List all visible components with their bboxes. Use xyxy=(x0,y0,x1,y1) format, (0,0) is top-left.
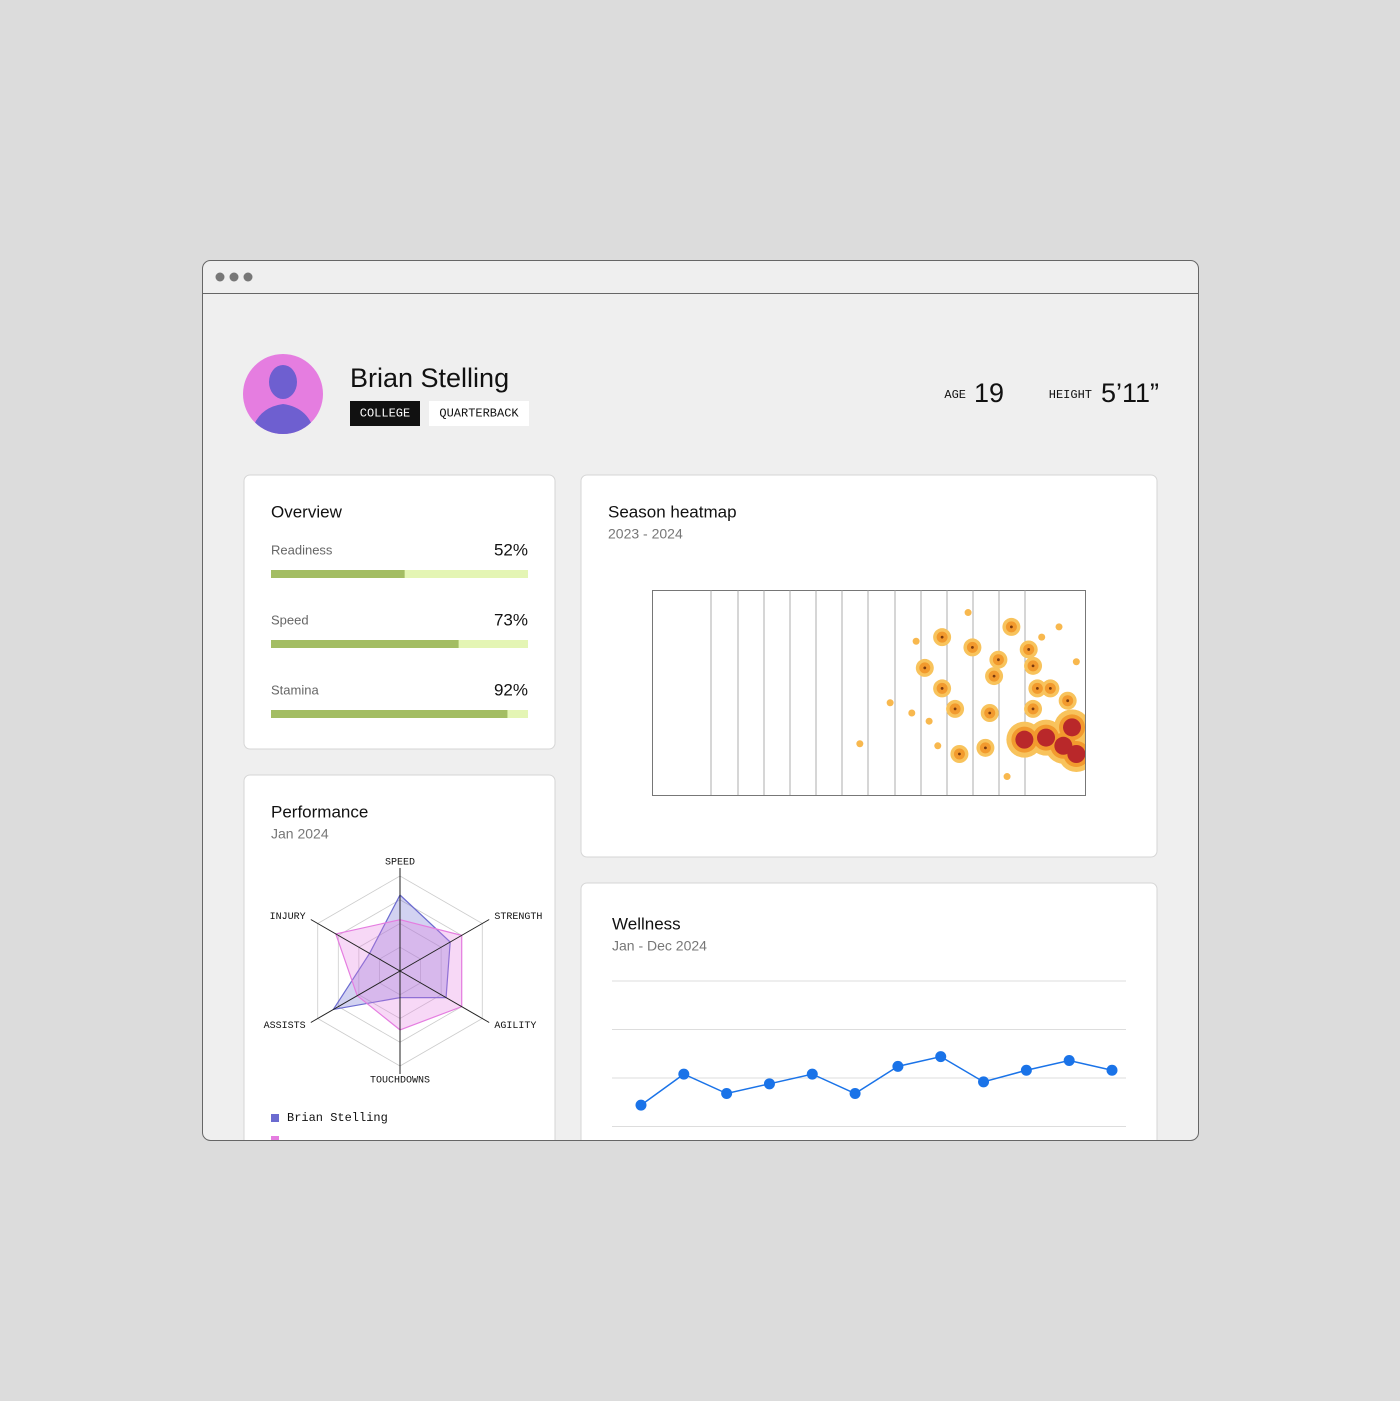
wellness-card xyxy=(580,882,1158,1140)
point xyxy=(763,1078,775,1090)
heat-point xyxy=(1048,687,1052,690)
axis-label: SPEED xyxy=(385,858,415,869)
heat-point xyxy=(1031,707,1035,711)
legend-swatch xyxy=(271,1136,279,1140)
heat-point xyxy=(953,707,957,711)
card-title: Season heatmap xyxy=(608,502,737,521)
bar xyxy=(271,570,405,578)
heat-point xyxy=(1067,745,1085,763)
heat-point xyxy=(1009,625,1013,629)
card-subtitle: Jan - Dec 2024 xyxy=(612,938,707,954)
axis-label: INJURY xyxy=(270,912,306,923)
window-dot[interactable] xyxy=(243,272,253,282)
point xyxy=(1020,1064,1032,1076)
stat-label: AGE xyxy=(944,388,966,402)
axis-label: TOUCHDOWNS xyxy=(370,1076,430,1087)
heat-points xyxy=(856,609,1085,781)
heat-point xyxy=(1035,687,1039,690)
metric-label: Readiness xyxy=(271,542,333,557)
window-dot[interactable] xyxy=(229,272,239,282)
legend-swatch xyxy=(271,1114,279,1122)
content: Brian Stelling COLLEGE QUARTERBACK AGE 1… xyxy=(243,354,1159,1140)
point xyxy=(806,1068,818,1080)
metric-value: 52% xyxy=(494,540,528,559)
point xyxy=(721,1088,733,1100)
radar-axis xyxy=(399,970,490,1023)
heat-point xyxy=(997,658,1000,662)
heat-point xyxy=(964,609,972,617)
bar xyxy=(271,640,459,648)
radar-axis xyxy=(310,970,401,1023)
window-dot[interactable] xyxy=(215,272,225,282)
point xyxy=(978,1076,990,1088)
heat-point xyxy=(1038,633,1046,641)
card-title: Performance xyxy=(271,802,368,821)
heat-point xyxy=(912,637,920,645)
line-chart xyxy=(612,980,1126,1127)
heat-point xyxy=(934,742,942,750)
heat-point xyxy=(1055,623,1063,631)
heat-point xyxy=(1037,728,1056,747)
tag xyxy=(429,401,529,426)
heat-point xyxy=(971,646,974,649)
axis-label: ASSISTS xyxy=(264,1021,306,1032)
overview: Readiness 52% Speed 73% Stamina 92% xyxy=(271,540,528,718)
player-name: Brian Stelling xyxy=(350,363,509,393)
heat-point xyxy=(1066,699,1070,703)
radar-axis xyxy=(310,919,401,972)
card-title: Overview xyxy=(271,502,343,521)
metric-value: 92% xyxy=(494,680,528,699)
card-subtitle: Jan 2024 xyxy=(271,826,329,842)
point xyxy=(1063,1055,1075,1067)
heat-point xyxy=(908,709,916,717)
heat-point xyxy=(958,752,961,756)
metric-value: 73% xyxy=(494,610,528,629)
heat-point xyxy=(992,674,996,678)
heat-point xyxy=(940,687,944,690)
legend-label: Brian Stelling xyxy=(287,1111,388,1125)
stat-label: HEIGHT xyxy=(1049,388,1092,402)
heat-point xyxy=(886,699,894,707)
heat-point xyxy=(940,635,944,639)
heat-point xyxy=(1031,664,1035,668)
heat-point xyxy=(923,666,927,670)
heat-point xyxy=(984,746,987,750)
heat-point xyxy=(1054,736,1073,755)
stat-value: 5’11” xyxy=(1101,378,1159,408)
point xyxy=(678,1068,690,1080)
heat-point xyxy=(1015,730,1034,749)
point xyxy=(935,1051,947,1063)
line xyxy=(640,1055,1113,1106)
card-title: Wellness xyxy=(612,914,681,933)
metric-label: Stamina xyxy=(271,682,319,697)
heat-point xyxy=(1072,658,1080,666)
radar-axis xyxy=(399,919,490,972)
metric-label: Speed xyxy=(271,612,309,627)
axis-label: STRENGTH xyxy=(494,912,542,923)
tag-label: QUARTERBACK xyxy=(439,407,519,421)
heat-point xyxy=(1027,648,1031,651)
axis-label: AGILITY xyxy=(494,1021,536,1032)
heat-point xyxy=(925,717,933,725)
card-subtitle: 2023 - 2024 xyxy=(608,526,683,542)
tag xyxy=(350,401,420,426)
stat-value: 19 xyxy=(974,378,1004,408)
heat-point xyxy=(1003,773,1011,781)
point xyxy=(849,1088,861,1100)
overview-card xyxy=(243,474,556,750)
field xyxy=(652,590,1086,796)
point xyxy=(892,1060,904,1072)
point xyxy=(1106,1064,1118,1076)
heat-point xyxy=(856,740,864,748)
heat-point xyxy=(1063,718,1082,737)
heat-point xyxy=(988,711,992,715)
radar-chart: SPEED STRENGTH AGILITY TOUCHDOWNS ASSISTS INJ… xyxy=(264,858,542,1140)
tag-label: COLLEGE xyxy=(360,407,410,421)
bar xyxy=(271,710,508,718)
point xyxy=(635,1099,647,1111)
